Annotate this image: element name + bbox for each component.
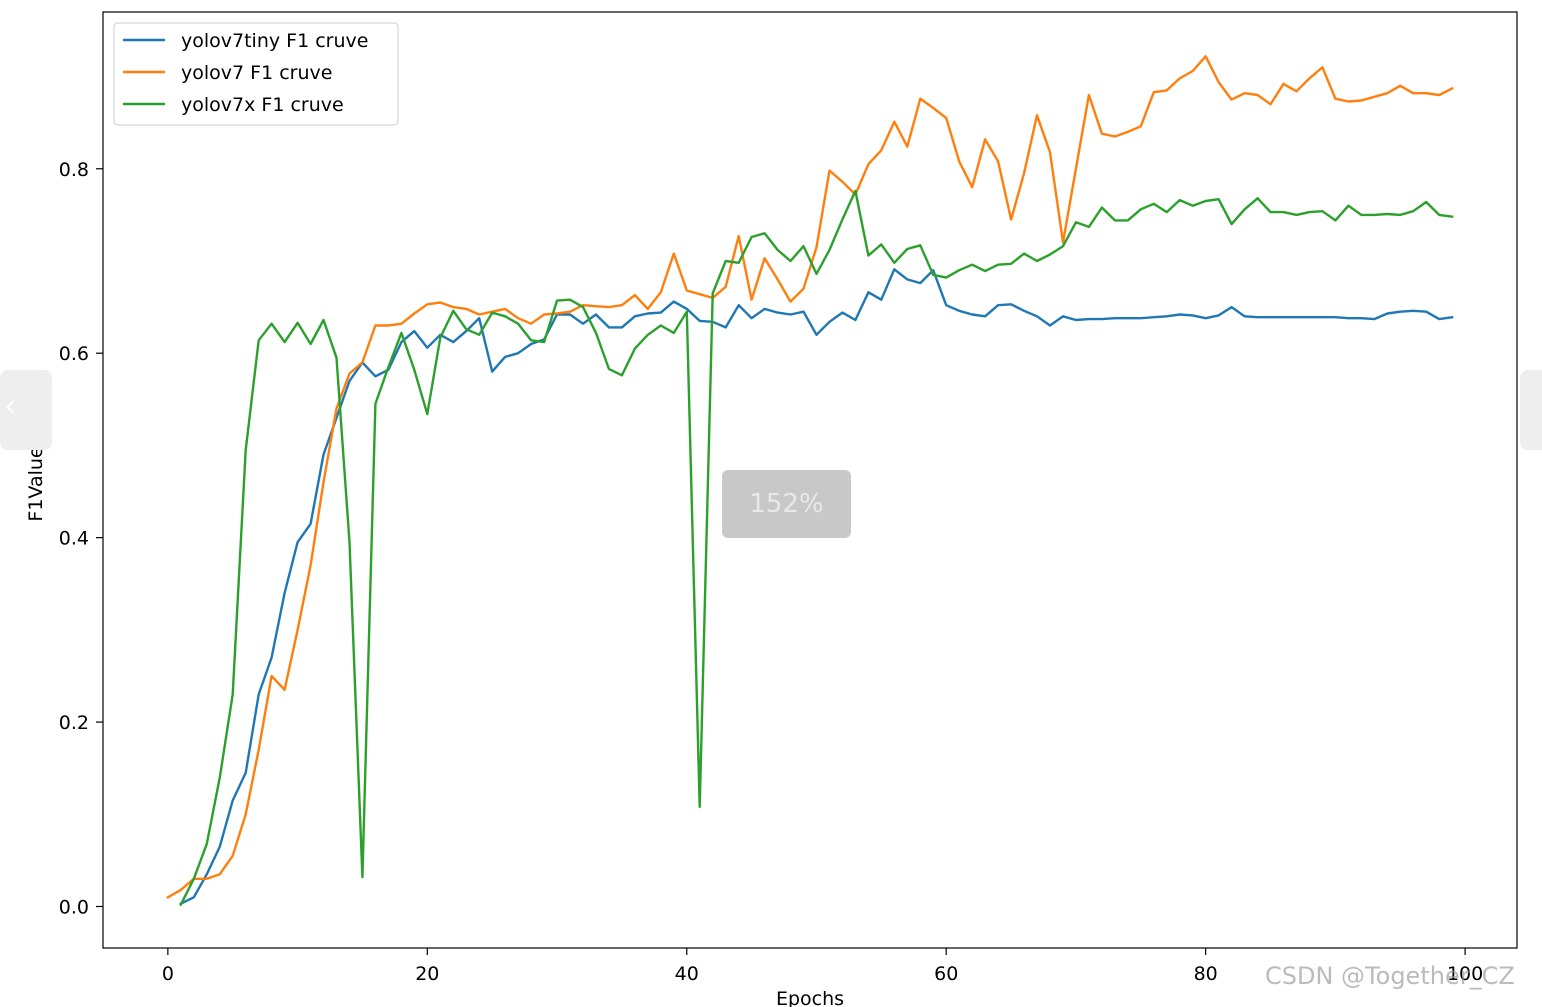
chevron-left-icon: ‹ bbox=[4, 389, 16, 424]
legend-label: yolov7x F1 cruve bbox=[181, 94, 344, 116]
next-image-button[interactable] bbox=[1520, 370, 1542, 450]
x-tick-label: 60 bbox=[934, 963, 958, 985]
series-line-1 bbox=[179, 268, 1454, 906]
x-tick-label: 40 bbox=[675, 963, 699, 985]
series-line-3 bbox=[179, 189, 1454, 907]
series-line-2 bbox=[166, 55, 1454, 899]
y-tick-label: 0.4 bbox=[59, 528, 89, 550]
series-layer bbox=[166, 55, 1454, 907]
legend: yolov7tiny F1 cruve yolov7 F1 cruve yolov7… bbox=[113, 22, 399, 126]
x-tick-label: 0 bbox=[162, 963, 174, 985]
y-axis-label: F1Value bbox=[25, 446, 47, 521]
x-axis-ticks: 0 20 40 60 80 100 bbox=[162, 948, 1483, 985]
prev-image-button[interactable]: ‹ bbox=[0, 370, 52, 450]
x-tick-label: 100 bbox=[1447, 963, 1483, 985]
y-tick-label: 0.0 bbox=[59, 897, 89, 919]
legend-label: yolov7 F1 cruve bbox=[181, 62, 332, 84]
y-tick-label: 0.2 bbox=[59, 712, 89, 734]
x-axis-label: Epochs bbox=[776, 988, 844, 1007]
x-tick-label: 20 bbox=[415, 963, 439, 985]
zoom-level-badge: 152% bbox=[722, 470, 851, 538]
legend-label: yolov7tiny F1 cruve bbox=[181, 30, 368, 52]
y-tick-label: 0.8 bbox=[59, 159, 89, 181]
y-axis-ticks: 0.0 0.2 0.4 0.6 0.8 bbox=[59, 159, 103, 919]
y-tick-label: 0.6 bbox=[59, 343, 89, 365]
legend-box bbox=[113, 22, 399, 126]
watermark: CSDN @Together_CZ bbox=[1265, 962, 1515, 990]
x-tick-label: 80 bbox=[1194, 963, 1218, 985]
